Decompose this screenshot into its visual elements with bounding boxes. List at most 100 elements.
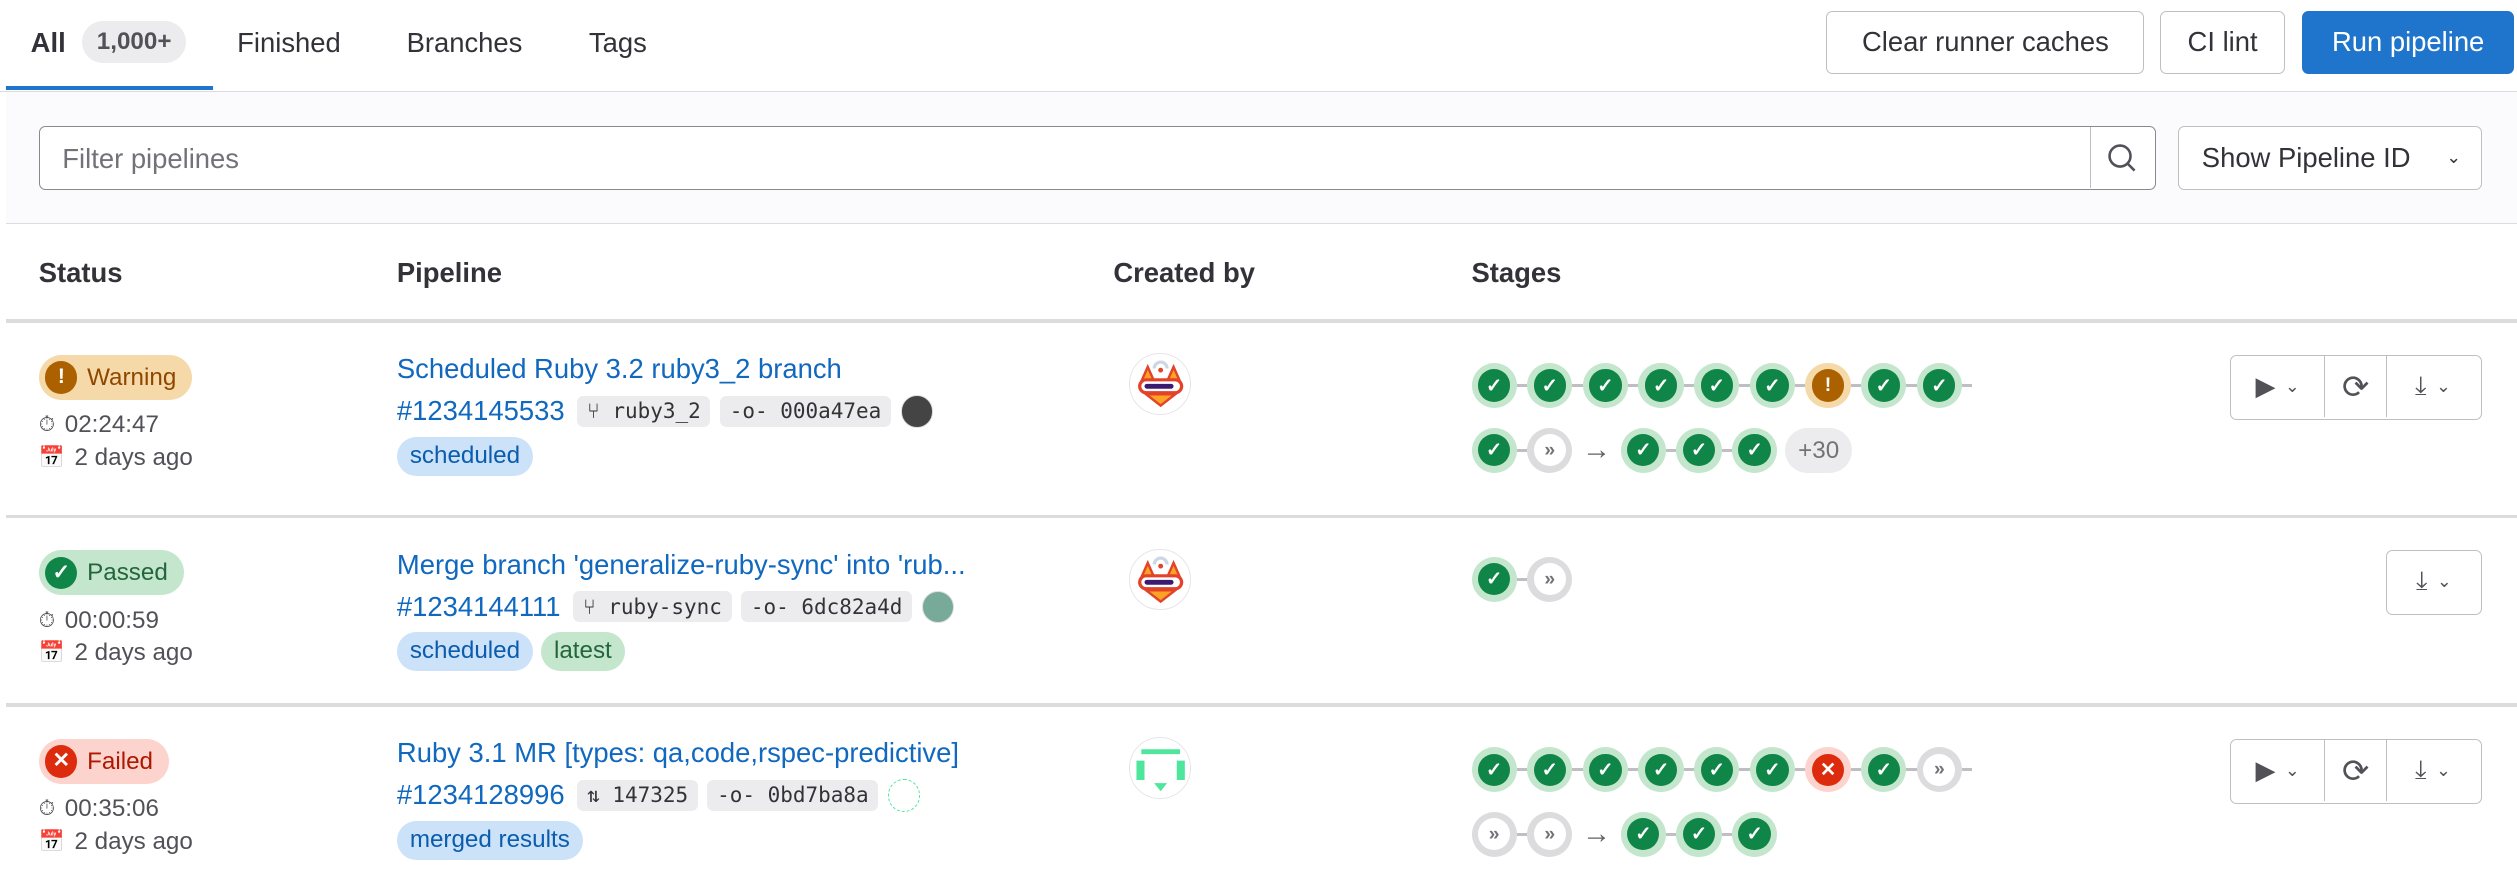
skipped-icon: » xyxy=(1533,563,1566,596)
pipeline-tabs: All 1,000+ Finished Branches Tags Clear … xyxy=(0,0,2517,92)
pipeline-title-link[interactable]: Scheduled Ruby 3.2 ruby3_2 branch xyxy=(396,353,842,385)
download-button[interactable]: ⤓ ⌄ xyxy=(2385,355,2480,418)
stage-success[interactable]: ✓ xyxy=(1916,363,1962,409)
tab-finished[interactable]: Finished xyxy=(237,27,341,59)
stage-success[interactable]: ✓ xyxy=(1749,363,1795,409)
stage-connector xyxy=(1721,832,1733,836)
status-label: Failed xyxy=(87,747,153,775)
status-badge-warning[interactable]: ! Warning xyxy=(38,354,193,401)
ref-chip[interactable]: ⑂ ruby-sync xyxy=(573,591,732,622)
stage-success[interactable]: ✓ xyxy=(1694,363,1740,409)
calendar-icon: 📅 xyxy=(38,829,65,853)
branch-icon: ⑂ xyxy=(587,399,613,424)
divider xyxy=(6,514,2517,518)
stage-connector xyxy=(1516,448,1528,452)
check-icon: ✓ xyxy=(1682,818,1716,851)
check-icon: ✓ xyxy=(1700,753,1733,786)
download-button[interactable]: ⤓ ⌄ xyxy=(2387,551,2480,612)
stage-success[interactable]: ✓ xyxy=(1620,427,1666,473)
stage-success[interactable]: ✓ xyxy=(1638,747,1684,793)
stage-success[interactable]: ✓ xyxy=(1527,747,1573,793)
stage-skipped[interactable]: » xyxy=(1471,811,1517,857)
ref-name: ruby3_2 xyxy=(612,399,701,424)
stage-skipped[interactable]: » xyxy=(1527,556,1573,602)
ci-lint-button[interactable]: CI lint xyxy=(2160,11,2285,75)
tab-all[interactable]: All xyxy=(30,27,66,59)
stage-success[interactable]: ✓ xyxy=(1749,747,1795,793)
stage-warning[interactable]: ! xyxy=(1805,363,1851,409)
pipeline-id-link[interactable]: #1234128996 xyxy=(396,779,565,811)
check-icon: ✓ xyxy=(1923,369,1956,402)
commit-author-avatar[interactable] xyxy=(921,590,955,623)
stage-connector xyxy=(1739,384,1750,388)
creator-avatar[interactable] xyxy=(1129,737,1191,799)
stage-success[interactable]: ✓ xyxy=(1527,363,1573,409)
stage-success[interactable]: ✓ xyxy=(1638,363,1684,409)
commit-author-avatar[interactable] xyxy=(888,779,921,812)
stage-success[interactable]: ✓ xyxy=(1620,811,1666,857)
chevron-down-icon: ⌄ xyxy=(2436,376,2451,397)
stage-success[interactable]: ✓ xyxy=(1676,811,1722,857)
search-button[interactable] xyxy=(2090,126,2155,189)
stage-success[interactable]: ✓ xyxy=(1582,747,1628,793)
show-pipeline-id-dropdown[interactable]: Show Pipeline ID ⌄ xyxy=(2178,125,2482,191)
stage-failed[interactable]: ✕ xyxy=(1805,747,1851,793)
close-icon: ✕ xyxy=(1811,753,1845,786)
stage-connector xyxy=(1627,384,1639,388)
arrow-right-icon: → xyxy=(1582,433,1612,466)
commit-chip[interactable]: -o- 000a47ea xyxy=(720,396,891,427)
stage-skipped[interactable]: » xyxy=(1527,811,1573,857)
pipeline-id-link[interactable]: #1234145533 xyxy=(396,395,565,427)
passed-icon: ✓ xyxy=(45,556,78,589)
check-icon: ✓ xyxy=(1756,369,1789,402)
stage-success[interactable]: ✓ xyxy=(1861,747,1907,793)
stage-success[interactable]: ✓ xyxy=(1471,556,1517,602)
stage-connector xyxy=(1683,384,1695,388)
filter-placeholder: Filter pipelines xyxy=(62,142,239,174)
warning-icon: ! xyxy=(1811,369,1845,402)
stage-success[interactable]: ✓ xyxy=(1694,747,1740,793)
tag-merged-results: merged results xyxy=(396,821,583,860)
stage-success[interactable]: ✓ xyxy=(1582,363,1628,409)
ref-chip[interactable]: ⑂ ruby3_2 xyxy=(577,396,711,427)
tab-branches[interactable]: Branches xyxy=(406,27,523,59)
retry-button[interactable]: ⟳ xyxy=(2324,355,2385,418)
stage-success[interactable]: ✓ xyxy=(1861,363,1907,409)
play-button[interactable]: ▶ ⌄ xyxy=(2231,740,2325,801)
duration: ⏱ 00:35:06 xyxy=(39,795,159,823)
stage-success[interactable]: ✓ xyxy=(1471,747,1517,793)
filter-pipelines-input[interactable]: Filter pipelines xyxy=(38,125,2156,191)
stage-success[interactable]: ✓ xyxy=(1732,427,1778,473)
creator-avatar[interactable] xyxy=(1129,548,1191,610)
pipeline-id-link[interactable]: #1234144111 xyxy=(396,590,561,622)
pipeline-title-link[interactable]: Merge branch 'generalize-ruby-sync' into… xyxy=(396,548,966,580)
download-button[interactable]: ⤓ ⌄ xyxy=(2385,739,2480,802)
stage-success[interactable]: ✓ xyxy=(1471,363,1517,409)
stage-skipped[interactable]: » xyxy=(1527,427,1573,473)
commit-chip[interactable]: -o- 6dc82a4d xyxy=(741,591,913,622)
more-stages-badge[interactable]: +30 xyxy=(1785,427,1853,473)
check-icon: ✓ xyxy=(1477,434,1511,467)
stage-success[interactable]: ✓ xyxy=(1471,427,1517,473)
play-button[interactable]: ▶ ⌄ xyxy=(2231,356,2325,417)
chevron-down-icon: ⌄ xyxy=(2446,146,2462,167)
status-badge-passed[interactable]: ✓ Passed xyxy=(38,550,184,596)
commit-author-avatar[interactable] xyxy=(900,395,933,428)
clear-runner-caches-button[interactable]: Clear runner caches xyxy=(1826,11,2145,75)
column-pipeline: Pipeline xyxy=(396,256,502,288)
stage-skipped[interactable]: » xyxy=(1916,747,1962,793)
run-pipeline-button[interactable]: Run pipeline xyxy=(2302,11,2514,75)
stage-connector xyxy=(1516,768,1528,772)
pipeline-id-line: #1234144111 ⑂ ruby-sync -o- 6dc82a4d xyxy=(396,589,955,624)
commit-sha: 6dc82a4d xyxy=(801,594,903,619)
commit-chip[interactable]: -o- 0bd7ba8a xyxy=(707,780,879,811)
retry-button[interactable]: ⟳ xyxy=(2324,739,2385,802)
stage-success[interactable]: ✓ xyxy=(1676,427,1722,473)
column-created-by: Created by xyxy=(1113,256,1255,288)
status-badge-failed[interactable]: ✕ Failed xyxy=(38,738,170,785)
pipeline-title-link[interactable]: Ruby 3.1 MR [types: qa,code,rspec-predic… xyxy=(396,737,959,769)
stage-success[interactable]: ✓ xyxy=(1732,811,1778,857)
creator-avatar[interactable] xyxy=(1129,353,1191,415)
tab-tags[interactable]: Tags xyxy=(588,27,647,59)
ref-chip[interactable]: ⇅ 147325 xyxy=(577,780,698,811)
